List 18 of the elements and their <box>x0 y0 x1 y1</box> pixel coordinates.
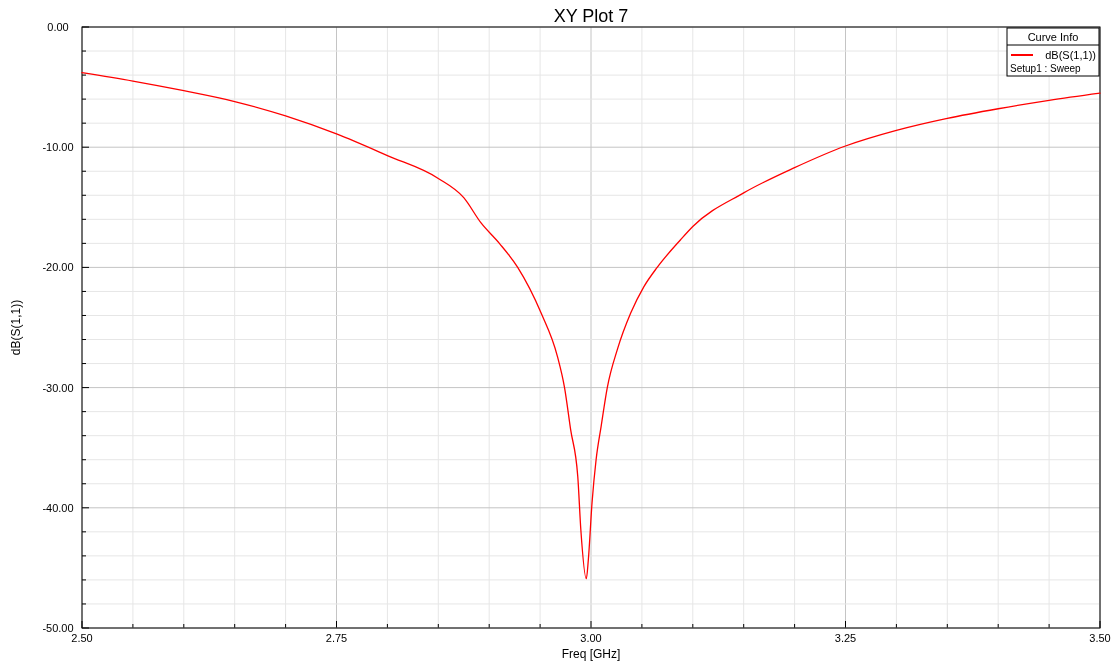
x-tick-label: 2.75 <box>325 632 348 644</box>
x-tick-label: 3.25 <box>834 632 857 644</box>
y-tick-label: -30.00 <box>42 381 74 394</box>
x-tick-label: 3.00 <box>580 632 602 644</box>
y-tick-label: -10.00 <box>42 141 74 154</box>
legend-title: Curve Info <box>1027 31 1079 43</box>
y-tick-label: -20.00 <box>42 261 74 274</box>
x-axis-title: Freq [GHz] <box>561 647 621 661</box>
line-series <box>81 72 1101 580</box>
chart-title: XY Plot 7 <box>553 6 629 26</box>
x-tick-label: 2.50 <box>71 632 93 644</box>
annotation: Setup1 : Sweep <box>1010 63 1082 74</box>
y-tick-label: -50.00 <box>42 622 74 634</box>
x-tick-label: 3.50 <box>1089 632 1111 644</box>
y-tick-label: 0.00 <box>47 21 69 33</box>
legend-label: dB(S(1,1)) <box>1045 49 1096 61</box>
y-axis-title: dB(S(1,1)) <box>9 299 23 356</box>
y-tick-label: -40.00 <box>42 501 74 514</box>
